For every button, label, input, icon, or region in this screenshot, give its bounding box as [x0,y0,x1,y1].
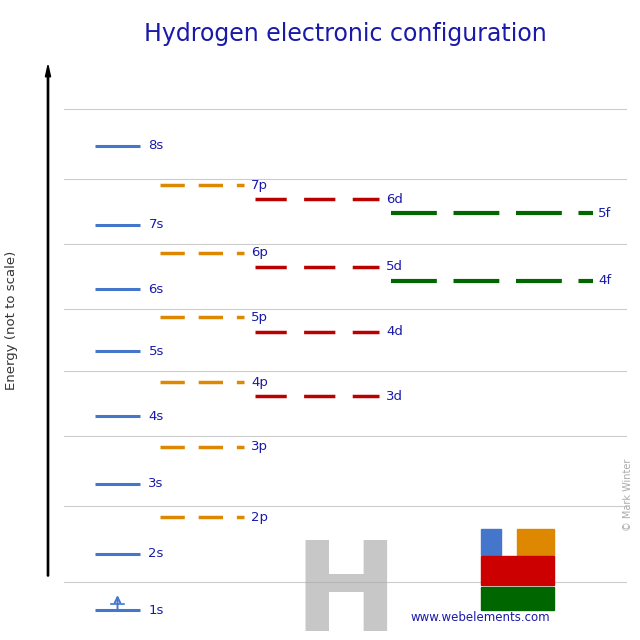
Bar [481,588,554,611]
Text: 3d: 3d [386,390,403,403]
Text: 8s: 8s [148,139,164,152]
Bar [517,529,554,554]
Text: 4f: 4f [598,275,611,287]
Text: 6p: 6p [251,246,268,259]
Text: 2s: 2s [148,547,164,561]
Text: 7s: 7s [148,218,164,231]
Text: 4d: 4d [386,325,403,338]
Text: 5f: 5f [598,207,611,220]
Bar [481,529,501,554]
Text: 4p: 4p [251,376,268,388]
Text: 3s: 3s [148,477,164,490]
Text: 2p: 2p [251,511,268,524]
Text: Hydrogen electronic configuration: Hydrogen electronic configuration [144,22,547,46]
Text: 3p: 3p [251,440,268,454]
Text: © Mark Winter: © Mark Winter [623,459,634,531]
Text: 4s: 4s [148,410,164,422]
Text: 5p: 5p [251,311,268,324]
Text: Energy (not to scale): Energy (not to scale) [5,250,18,390]
Text: www.webelements.com: www.webelements.com [411,611,550,625]
Text: 6s: 6s [148,283,164,296]
Text: 5d: 5d [386,260,403,273]
Bar [481,556,554,585]
Text: 1s: 1s [148,604,164,617]
Text: 7p: 7p [251,179,268,191]
Text: H: H [293,536,398,640]
Text: 6d: 6d [386,193,403,205]
Text: 5s: 5s [148,345,164,358]
